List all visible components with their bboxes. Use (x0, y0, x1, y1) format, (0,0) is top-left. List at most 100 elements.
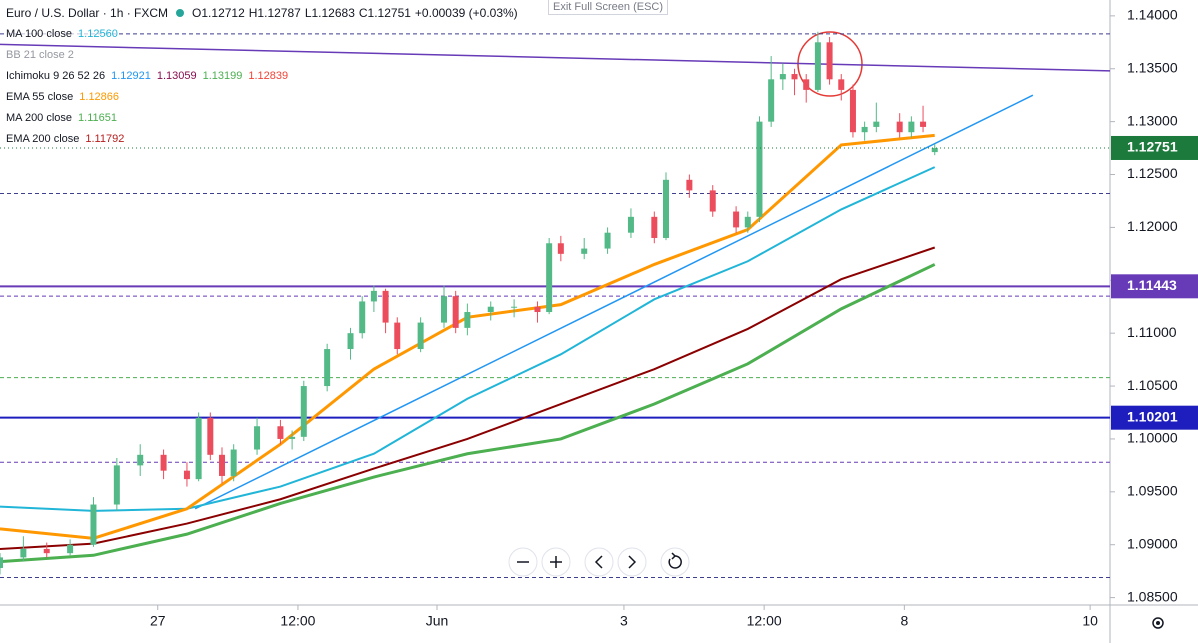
settings-button[interactable] (1152, 617, 1164, 629)
indicator-line (0, 166, 936, 512)
indicator-value: 1.11651 (78, 112, 117, 124)
candle-body (277, 426, 284, 439)
navigation-buttons (508, 547, 690, 577)
candle-body (511, 306, 518, 308)
candle-body (183, 470, 190, 480)
y-tick-label: 1.09000 (1127, 535, 1178, 551)
level-price-label: 1.11443 (1127, 277, 1177, 293)
candle-body (207, 417, 214, 455)
candle-body (803, 79, 810, 90)
candle-body (534, 306, 541, 313)
candle-body (90, 504, 97, 545)
zoom-in-button[interactable] (541, 547, 571, 577)
exit-fullscreen-button[interactable]: Exit Full Screen (ESC) (548, 0, 669, 15)
indicator-value: 1.13059 (156, 70, 197, 82)
indicator-name: EMA 200 close (6, 133, 80, 145)
candle-body (931, 147, 938, 153)
candle-body (452, 296, 459, 328)
candle-body (908, 121, 915, 133)
indicator-name: MA 200 close (6, 112, 73, 124)
x-tick-label: 27 (150, 613, 166, 629)
indicator-row[interactable]: BB 21 close 2 (6, 49, 74, 61)
y-tick-label: 1.08500 (1127, 588, 1178, 604)
reset-button[interactable] (660, 547, 690, 577)
scroll-right-button[interactable] (617, 547, 647, 577)
candle-body (370, 290, 377, 302)
x-tick-label: 12:00 (280, 613, 315, 629)
indicator-name: Ichimoku 9 26 52 26 (6, 70, 106, 82)
ohlc-value: +0.00039 (+0.03%) (414, 6, 518, 20)
trend-line (194, 94, 1034, 510)
indicator-row[interactable]: EMA 200 close 1.11792 (6, 133, 125, 145)
candle-body (849, 89, 856, 133)
candle-body (686, 179, 693, 191)
candle-body (838, 79, 845, 90)
candle-body (359, 301, 366, 334)
indicator-row[interactable]: Ichimoku 9 26 52 26 1.12921 1.13059 1.13199… (6, 70, 289, 82)
level-price-tag (1111, 405, 1198, 430)
last-price-label: 1.12751 (1127, 139, 1178, 155)
x-tick-label: 10 (1082, 613, 1098, 629)
y-tick-label: 1.13500 (1127, 59, 1178, 75)
candle-body (160, 454, 167, 471)
candle-body (67, 544, 74, 554)
status-dot (176, 9, 185, 17)
y-tick-label: 1.10000 (1127, 430, 1178, 446)
x-tick-label: Jun (426, 613, 449, 629)
candle-body (814, 42, 821, 90)
candle-body (113, 465, 120, 505)
candle-body (0, 557, 3, 568)
candle-body (663, 179, 669, 238)
scroll-left-button[interactable] (584, 547, 614, 577)
indicator-value: 1.11792 (85, 133, 125, 145)
indicator-row[interactable]: MA 200 close 1.11651 (6, 112, 117, 124)
candle-body (557, 243, 564, 254)
candle-body (195, 417, 202, 480)
level-price-label: 1.10201 (1127, 408, 1178, 424)
candle-body (394, 322, 401, 350)
last-price-tag (1111, 135, 1198, 160)
indicator-value: 1.12921 (111, 70, 151, 82)
indicator-value: 1.12839 (248, 70, 289, 82)
indicator-line (0, 263, 936, 564)
indicator-name: MA 100 close (6, 28, 73, 40)
y-tick-label: 1.10500 (1127, 377, 1178, 393)
indicator-name: BB 21 close 2 (6, 49, 74, 61)
candle-body (756, 121, 763, 217)
candle-body (604, 232, 611, 249)
candle-body (920, 121, 927, 127)
candle-body (417, 322, 424, 350)
x-tick-label: 3 (620, 613, 628, 629)
ohlc-value: C1.12751 (358, 6, 411, 20)
y-tick-label: 1.12500 (1127, 165, 1178, 181)
y-tick-label: 1.13000 (1127, 112, 1178, 128)
candle-body (581, 248, 588, 254)
candle-body (300, 386, 307, 437)
zoom-out-button[interactable] (508, 547, 538, 577)
y-tick-label: 1.14000 (1127, 7, 1178, 23)
indicator-name: EMA 55 close (6, 91, 74, 103)
candle-body (744, 216, 751, 228)
indicator-value: 1.12866 (79, 91, 120, 103)
indicator-line (0, 246, 936, 550)
candle-body (464, 312, 471, 328)
candle-body (861, 126, 868, 133)
candle-body (627, 216, 634, 233)
candle-body (896, 121, 903, 133)
symbol-title: Euro / U.S. Dollar · 1h · FXCM (6, 6, 169, 20)
candle-body (651, 216, 658, 238)
ohlc-value: H1.12787 (248, 6, 301, 20)
candle-body (230, 449, 237, 476)
candle-body (709, 190, 716, 212)
candle-body (382, 290, 389, 323)
candle-body (219, 454, 225, 476)
y-tick-label: 1.12000 (1127, 218, 1178, 234)
ohlc-value: L1.12683 (304, 6, 355, 20)
candle-body (546, 243, 553, 313)
candle-body (791, 74, 798, 80)
candle-body (43, 548, 50, 554)
indicator-row[interactable]: MA 100 close 1.12560 (6, 28, 118, 40)
indicator-row[interactable]: EMA 55 close 1.12866 (6, 91, 120, 103)
